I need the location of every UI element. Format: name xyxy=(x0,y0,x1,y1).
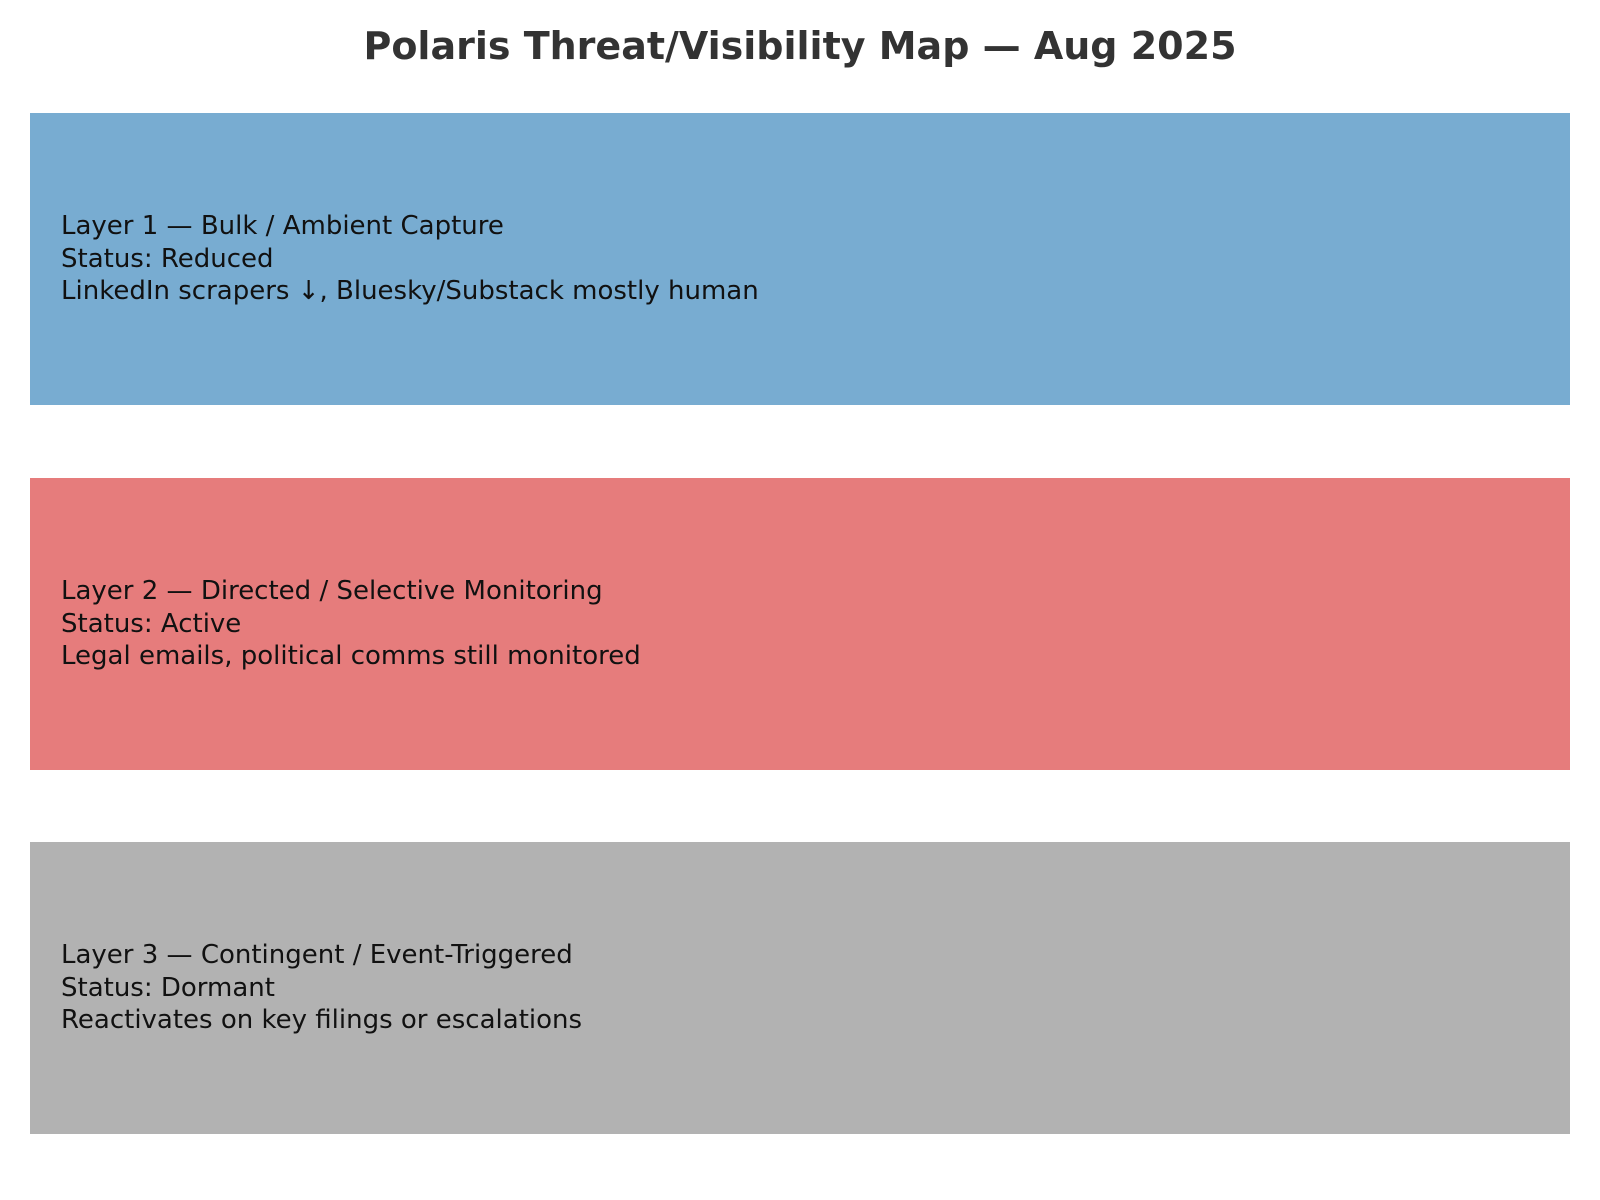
layer-1-heading: Layer 1 — Bulk / Ambient Capture xyxy=(61,211,504,242)
map-title: Polaris Threat/Visibility Map — Aug 2025 xyxy=(363,24,1237,68)
layer-3-heading: Layer 3 — Contingent / Event-Triggered xyxy=(61,940,573,971)
layer-1-status: Status: Reduced xyxy=(61,243,274,274)
layer-2-box: Layer 2 — Directed / Selective Monitorin… xyxy=(30,478,1570,770)
layer-3-box: Layer 3 — Contingent / Event-Triggered S… xyxy=(30,842,1570,1134)
layer-3-note: Reactivates on key filings or escalation… xyxy=(61,1005,583,1036)
layer-2-note: Legal emails, political comms still moni… xyxy=(61,641,641,672)
layer-1-box: Layer 1 — Bulk / Ambient Capture Status:… xyxy=(30,113,1570,405)
layer-3-status: Status: Dormant xyxy=(61,972,275,1003)
layer-2-status: Status: Active xyxy=(61,608,242,639)
layer-1-note: LinkedIn scrapers ↓, Bluesky/Substack mo… xyxy=(61,276,759,307)
layer-2-heading: Layer 2 — Directed / Selective Monitorin… xyxy=(61,576,603,607)
